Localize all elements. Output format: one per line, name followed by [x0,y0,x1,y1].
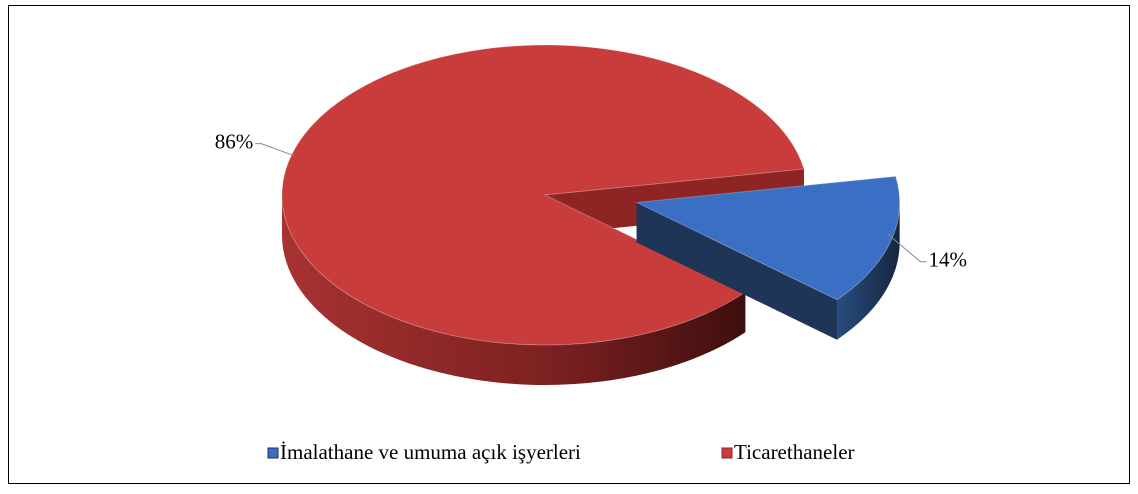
slice [634,175,901,301]
slice [281,44,805,346]
leader-line [255,143,295,157]
data-label: 86% [215,129,254,153]
slice-side [282,195,746,385]
legend-swatch [721,447,733,459]
slice-cut-face [636,202,837,340]
legend-label: Ticarethaneler [734,440,855,464]
legend-swatch [267,447,279,459]
slice-side [836,202,900,340]
data-label: 14% [928,248,967,272]
legend-label: İmalathane ve umuma açık işyerleri [280,440,581,464]
leader-line [887,233,927,263]
